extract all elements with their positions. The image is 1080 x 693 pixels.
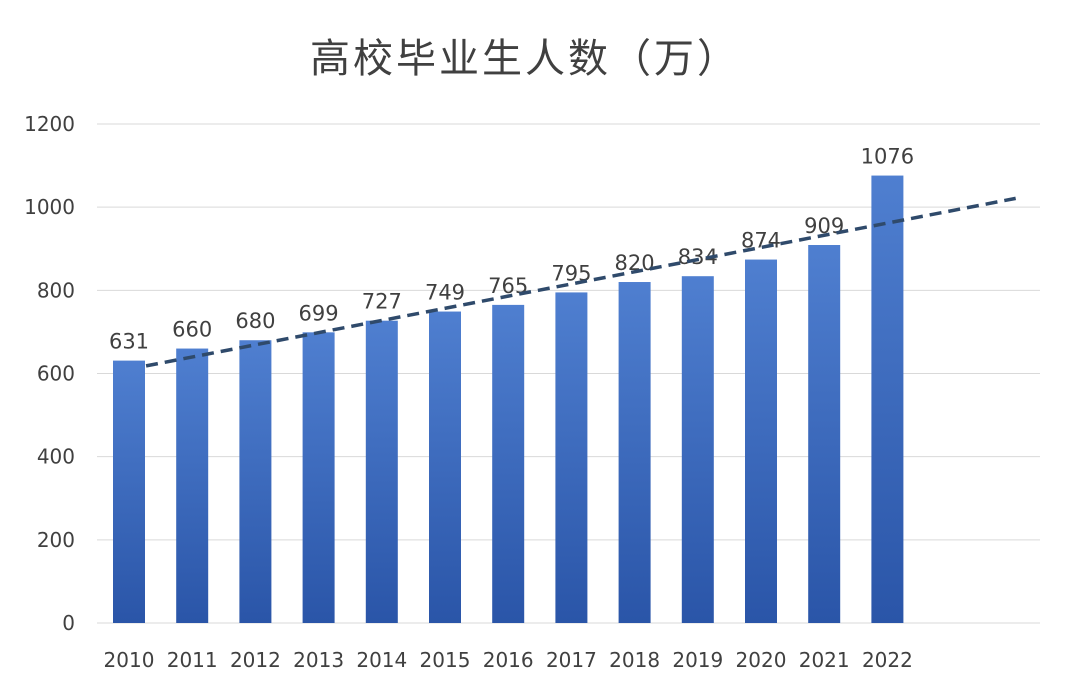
x-tick-label: 2010 (104, 648, 155, 672)
bars (113, 175, 904, 623)
bar-2016 (492, 304, 525, 623)
data-label: 660 (172, 318, 212, 342)
x-tick-label: 2022 (862, 648, 913, 672)
bar-2021 (808, 245, 841, 623)
bar-2019 (681, 276, 714, 623)
data-label: 749 (425, 281, 465, 305)
x-tick-label: 2021 (799, 648, 850, 672)
y-tick-label: 1000 (24, 195, 75, 219)
data-label: 699 (299, 301, 339, 325)
y-tick-label: 800 (37, 278, 75, 302)
y-tick-label: 600 (37, 362, 75, 386)
bar-2018 (618, 282, 651, 623)
trendline-line (145, 196, 1017, 368)
bar-2012 (239, 340, 272, 623)
bar-2022 (871, 175, 904, 623)
bar-2011 (176, 348, 209, 623)
x-tick-label: 2014 (356, 648, 407, 672)
data-label: 631 (109, 330, 149, 354)
y-tick-label: 200 (37, 528, 75, 552)
data-label: 680 (235, 309, 275, 333)
bar-2020 (745, 259, 777, 623)
y-tick-label: 400 (37, 445, 75, 469)
bar-2017 (555, 292, 588, 623)
bar-2014 (365, 320, 398, 623)
x-tick-label: 2016 (483, 648, 534, 672)
x-tick-label: 2019 (672, 648, 723, 672)
y-axis: 0 200 400 600 800 1000 1200 (24, 112, 75, 635)
bar-2010 (113, 360, 145, 623)
trendline (145, 196, 1017, 368)
bar-2015 (429, 311, 461, 623)
x-tick-label: 2017 (546, 648, 597, 672)
y-tick-label: 1200 (24, 112, 75, 136)
y-tick-label: 0 (62, 611, 75, 635)
x-tick-label: 2011 (167, 648, 218, 672)
x-axis: 2010 2011 2012 2013 2014 2015 2016 2017 2018 2019… (104, 648, 913, 672)
x-tick-label: 2020 (736, 648, 787, 672)
bar-2013 (302, 332, 335, 623)
x-tick-label: 2018 (609, 648, 660, 672)
data-label: 727 (362, 290, 402, 314)
x-tick-label: 2015 (420, 648, 471, 672)
x-tick-label: 2013 (293, 648, 344, 672)
data-label: 1076 (861, 145, 914, 169)
x-tick-label: 2012 (230, 648, 281, 672)
chart-title: 高校毕业生人数（万） (310, 36, 740, 82)
